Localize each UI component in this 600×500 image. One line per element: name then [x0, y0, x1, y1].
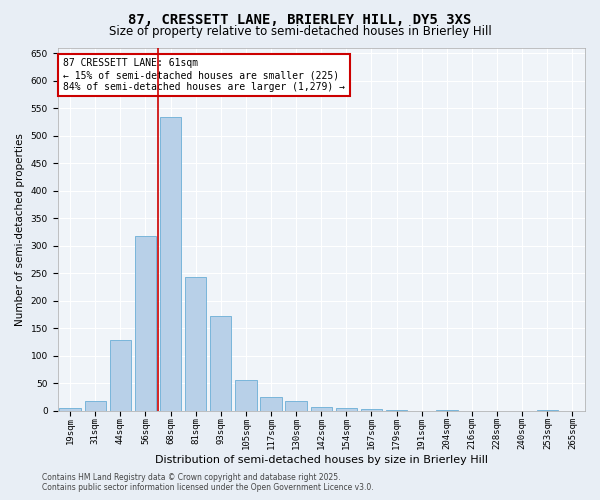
Bar — [386, 410, 407, 411]
Text: 87, CRESSETT LANE, BRIERLEY HILL, DY5 3XS: 87, CRESSETT LANE, BRIERLEY HILL, DY5 3X… — [128, 12, 472, 26]
Y-axis label: Number of semi-detached properties: Number of semi-detached properties — [15, 133, 25, 326]
X-axis label: Distribution of semi-detached houses by size in Brierley Hill: Distribution of semi-detached houses by … — [155, 455, 488, 465]
Bar — [436, 410, 458, 411]
Bar — [536, 410, 558, 411]
Bar — [59, 408, 81, 411]
Bar — [286, 401, 307, 411]
Bar — [110, 340, 131, 411]
Bar — [336, 408, 357, 411]
Bar — [135, 236, 156, 411]
Bar — [210, 316, 232, 411]
Bar — [235, 380, 257, 411]
Text: Contains HM Land Registry data © Crown copyright and database right 2025.
Contai: Contains HM Land Registry data © Crown c… — [42, 473, 374, 492]
Text: 87 CRESSETT LANE: 61sqm
← 15% of semi-detached houses are smaller (225)
84% of s: 87 CRESSETT LANE: 61sqm ← 15% of semi-de… — [63, 58, 345, 92]
Bar — [260, 396, 282, 411]
Text: Size of property relative to semi-detached houses in Brierley Hill: Size of property relative to semi-detach… — [109, 25, 491, 38]
Bar — [185, 277, 206, 411]
Bar — [361, 410, 382, 411]
Bar — [311, 406, 332, 411]
Bar — [85, 401, 106, 411]
Bar — [160, 118, 181, 411]
